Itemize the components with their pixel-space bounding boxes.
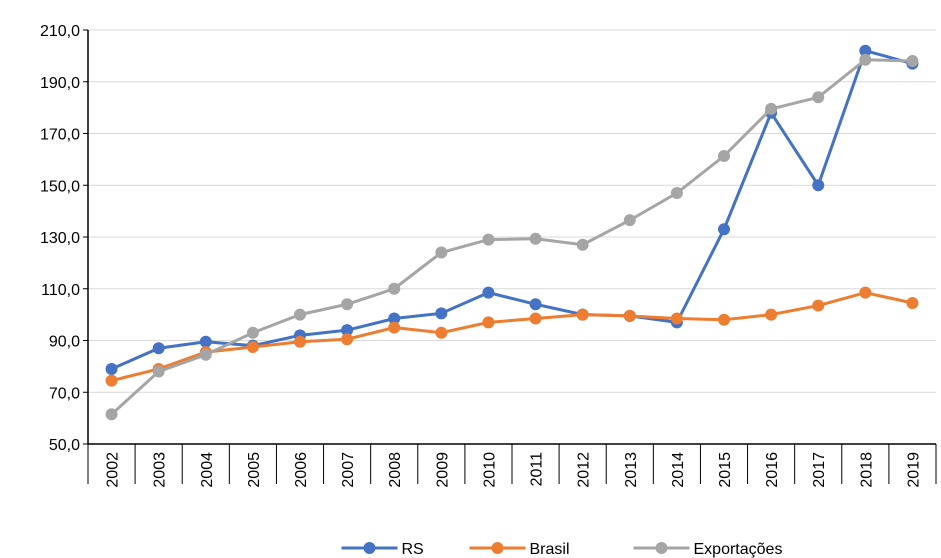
data-point (294, 308, 306, 321)
data-point (718, 313, 730, 326)
y-tick-label: 150,0 (40, 178, 80, 195)
data-point (812, 179, 825, 192)
data-point (152, 365, 165, 378)
data-point (435, 326, 448, 339)
data-point (294, 335, 306, 348)
legend-marker (491, 542, 504, 554)
x-tick-label: 2005 (246, 452, 263, 488)
x-tick-label: 2016 (764, 452, 781, 488)
data-point (859, 53, 872, 66)
data-point (341, 324, 354, 337)
data-point (341, 333, 354, 346)
x-tick-label: 2011 (529, 452, 546, 487)
data-point (670, 312, 683, 325)
x-tick-label: 2004 (199, 452, 216, 488)
data-point (670, 187, 683, 200)
legend-label: Exportações (694, 541, 783, 558)
x-tick-label: 2007 (340, 452, 357, 488)
data-point (718, 150, 730, 163)
x-tick-label: 2008 (387, 452, 404, 488)
data-point (105, 374, 118, 387)
y-tick-label: 210,0 (40, 23, 80, 40)
x-tick-label: 2012 (576, 452, 593, 488)
data-point (859, 286, 872, 299)
x-tick-label: 2019 (905, 452, 922, 488)
data-point (765, 102, 778, 115)
data-point (482, 316, 495, 329)
data-point (105, 362, 118, 375)
series-line (110, 48, 913, 371)
legend-marker (363, 542, 376, 554)
y-tick-label: 70,0 (49, 385, 80, 402)
x-tick-label: 2010 (481, 452, 498, 488)
x-tick-label: 2017 (811, 452, 828, 488)
data-point (859, 44, 872, 57)
y-tick-label: 90,0 (49, 334, 80, 351)
x-tick-label: 2014 (670, 452, 687, 488)
data-point (482, 286, 495, 299)
data-point (623, 309, 636, 322)
data-point (388, 282, 401, 295)
data-point (388, 312, 401, 325)
data-point (623, 214, 636, 227)
y-tick-label: 130,0 (40, 230, 80, 247)
y-tick-label: 190,0 (40, 75, 80, 92)
legend-label: RS (402, 541, 424, 558)
data-point (152, 342, 165, 355)
legend-item: Brasil (469, 541, 570, 558)
y-tick-label: 170,0 (40, 127, 80, 144)
data-point (765, 308, 778, 321)
data-point (199, 348, 212, 361)
y-tick-label: 110,0 (41, 282, 80, 299)
legend-marker (655, 542, 668, 554)
x-tick-label: 2015 (717, 452, 734, 488)
data-point (812, 91, 825, 104)
series-line (111, 291, 913, 383)
x-tick-label: 2018 (858, 452, 875, 488)
x-tick-label: 2003 (152, 452, 169, 488)
x-tick-label: 2013 (623, 452, 640, 488)
data-point (246, 326, 259, 339)
y-tick-label: 50,0 (49, 437, 80, 454)
data-point (718, 223, 730, 236)
data-point (529, 298, 542, 311)
x-tick-label: 2002 (105, 452, 122, 488)
data-point (199, 335, 212, 348)
legend-item: Exportações (633, 541, 783, 558)
data-point (906, 296, 919, 309)
data-point (576, 308, 589, 321)
data-point (341, 298, 354, 311)
legend-label: Brasil (530, 541, 570, 558)
data-point (435, 307, 448, 320)
x-tick-label: 2006 (293, 452, 310, 488)
data-point (529, 312, 542, 325)
series-line (110, 58, 913, 416)
data-point (529, 232, 542, 245)
x-tick-label: 2009 (434, 452, 451, 488)
data-point (812, 299, 825, 312)
data-point (576, 238, 589, 251)
data-point (388, 321, 401, 334)
legend-item: RS (341, 541, 424, 558)
data-point (435, 246, 448, 259)
data-point (906, 55, 919, 68)
data-point (246, 340, 259, 353)
data-point (105, 408, 118, 421)
data-point (482, 233, 495, 246)
